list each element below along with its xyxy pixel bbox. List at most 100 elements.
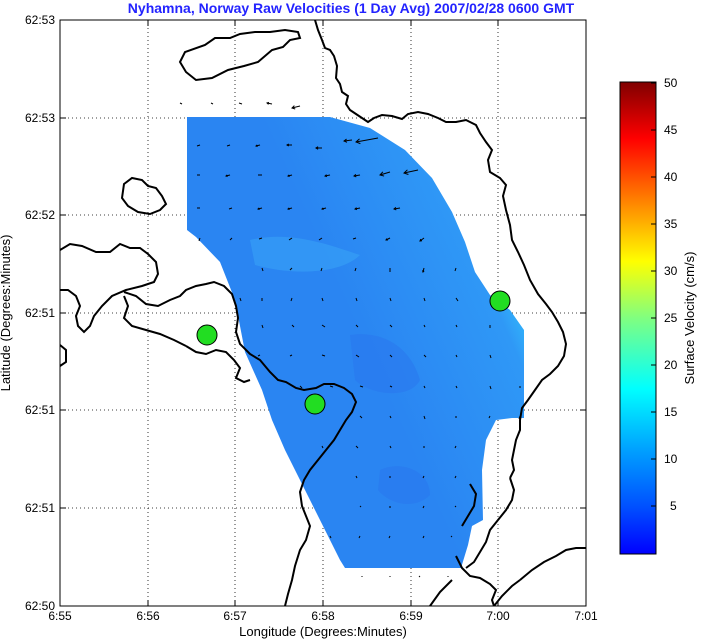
- y-tick-label: 62:53: [25, 13, 55, 27]
- x-tick-label: 6:56: [136, 609, 160, 623]
- velocity-arrow-head: [354, 207, 358, 211]
- coastline: [60, 20, 586, 606]
- velocity-arrow: [389, 324, 393, 328]
- velocity-arrow: [455, 354, 458, 358]
- velocity-arrow: [261, 267, 264, 272]
- velocity-arrow: [238, 102, 243, 105]
- velocity-arrow-head: [353, 174, 357, 178]
- y-tick-labels: 62:53 62:53 62:52 62:51 62:51 62:51 62:5…: [25, 13, 55, 613]
- velocity-arrow: [229, 237, 233, 241]
- x-tick-label: 6:55: [48, 609, 72, 623]
- velocity-arrow: [343, 139, 353, 142]
- velocity-arrow: [355, 324, 359, 328]
- velocity-arrow: [289, 354, 293, 357]
- velocity-arrow: [318, 237, 323, 241]
- velocity-arrow: [488, 415, 491, 419]
- x-tick-labels: 6:55 6:56 6:57 6:58 6:59 7:00 7:01: [48, 609, 598, 623]
- velocity-arrow: [354, 267, 357, 272]
- velocity-arrow: [289, 267, 293, 271]
- velocity-arrow: [290, 297, 293, 302]
- velocity-arrow-head: [324, 174, 328, 178]
- velocity-arrow: [320, 267, 323, 272]
- velocity-arrow-head: [422, 270, 425, 273]
- velocity-arrow: [299, 385, 303, 389]
- velocity-arrow: [288, 237, 293, 241]
- y-tick-label: 62:53: [25, 111, 55, 125]
- colorbar-tick-label: 20: [664, 358, 678, 372]
- velocity-arrow: [329, 535, 332, 539]
- colorbar-tick-labels: 50 45 40 35 30 25 20 15 10 5: [664, 76, 678, 513]
- colorbar: [619, 81, 657, 555]
- velocity-arrow: [359, 505, 362, 508]
- colorbar-ticks: [651, 82, 656, 507]
- x-tick-marks: [147, 20, 499, 606]
- velocity-arrow: [423, 354, 427, 358]
- velocity-arrow: [355, 297, 358, 302]
- colorbar-tick-label: 10: [664, 452, 678, 466]
- colorbar-tick-label: 35: [664, 217, 678, 231]
- station-marker: [304, 393, 326, 415]
- velocity-arrow-head: [315, 146, 319, 150]
- y-tick-label: 62:51: [25, 501, 55, 515]
- x-tick-label: 6:57: [223, 609, 247, 623]
- velocity-arrow-head: [355, 138, 361, 145]
- velocity-arrow: [455, 324, 458, 328]
- velocity-arrow: [489, 385, 492, 390]
- velocity-arrow-head: [403, 169, 409, 175]
- velocity-arrow-head: [286, 143, 290, 147]
- velocity-arrow: [389, 385, 393, 388]
- velocity-arrow: [210, 102, 214, 105]
- velocity-arrow: [291, 105, 301, 109]
- velocity-arrow: [423, 415, 426, 420]
- colorbar-tick-label: 30: [664, 264, 678, 278]
- y-tick-label: 62:50: [25, 599, 55, 613]
- velocity-arrow: [352, 237, 357, 240]
- colorbar-tick-label: 45: [664, 123, 678, 137]
- colorbar-label: Surface Velocity (cm/s): [682, 252, 697, 385]
- colorbar-tick-label: 5: [670, 499, 677, 513]
- velocity-arrow-head: [379, 171, 385, 177]
- colorbar-tick-label: 15: [664, 405, 678, 419]
- velocity-vectors: [179, 101, 521, 578]
- velocity-arrow-head: [393, 207, 397, 211]
- velocity-arrow: [226, 144, 231, 147]
- station-marker: [196, 324, 218, 346]
- velocity-arrow: [321, 297, 324, 302]
- velocity-arrow: [179, 102, 183, 105]
- velocity-arrow: [257, 354, 261, 357]
- velocity-arrow-head: [255, 144, 258, 147]
- velocity-arrow: [422, 535, 425, 539]
- velocity-arrow: [379, 171, 391, 176]
- velocity-arrow: [422, 505, 425, 509]
- x-tick-label: 7:00: [486, 609, 510, 623]
- velocity-arrow: [329, 385, 334, 388]
- velocity-arrow: [454, 505, 457, 508]
- velocity-arrow: [455, 297, 459, 302]
- x-tick-label: 7:01: [574, 609, 598, 623]
- velocity-arrow: [423, 324, 426, 328]
- map-title: Nyhamna, Norway Raw Velocities (1 Day Av…: [127, 0, 575, 16]
- x-tick-label: 6:58: [311, 609, 335, 623]
- station-marker: [489, 290, 511, 312]
- velocity-arrow: [291, 324, 295, 328]
- velocity-arrow: [455, 385, 458, 389]
- velocity-arrow-head: [287, 174, 290, 177]
- colorbar-tick-label: 50: [664, 76, 678, 90]
- velocity-arrow-head: [291, 105, 296, 110]
- velocity-arrow: [454, 267, 457, 272]
- velocity-arrow: [389, 297, 392, 302]
- velocity-arrow: [355, 475, 358, 479]
- y-axis-label: Latitude (Degrees:Minutes): [0, 235, 13, 392]
- velocity-arrow: [359, 385, 364, 388]
- field-zone: [250, 236, 360, 272]
- velocity-arrow: [450, 535, 453, 538]
- velocity-arrow: [198, 237, 201, 242]
- velocity-arrow: [261, 324, 264, 329]
- velocity-arrow: [518, 415, 521, 420]
- velocity-arrow-head: [385, 238, 388, 241]
- velocity-arrow: [388, 535, 391, 539]
- velocity-arrow: [454, 475, 457, 479]
- x-tick-label: 6:59: [399, 609, 423, 623]
- velocity-arrow: [321, 324, 326, 328]
- field-zone: [350, 334, 420, 394]
